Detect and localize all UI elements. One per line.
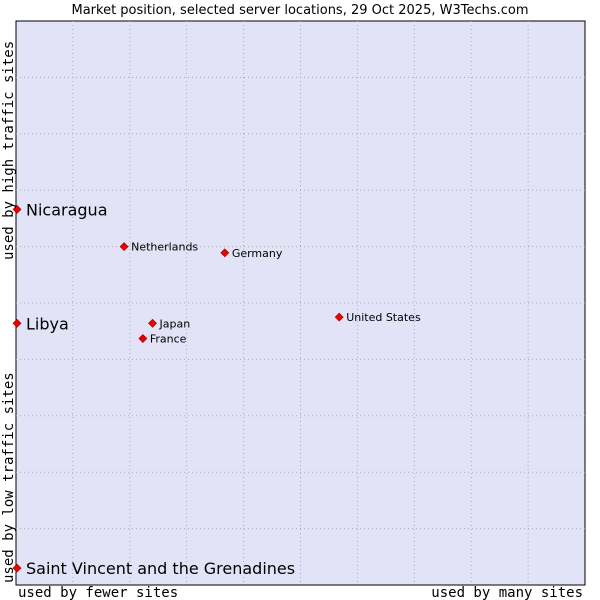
point-label-germany: Germany: [232, 247, 283, 260]
grid-lines: [16, 21, 585, 585]
point-united-states: [334, 312, 344, 322]
point-label-nicaragua: Nicaragua: [26, 200, 108, 219]
chart-title: Market position, selected server locatio…: [71, 3, 528, 18]
point-label-japan: Japan: [159, 317, 191, 330]
x-axis-label-left: used by fewer sites: [18, 585, 178, 600]
point-label-saint-vincent-and-the-grenadines: Saint Vincent and the Grenadines: [26, 559, 295, 578]
y-axis-label-low: used by low traffic sites: [1, 372, 17, 583]
point-netherlands: [119, 242, 129, 252]
point-label-france: France: [150, 333, 187, 346]
point-libya: [12, 318, 22, 328]
point-label-libya: Libya: [26, 314, 69, 333]
x-axis-label-right: used by many sites: [431, 585, 583, 600]
point-france: [138, 334, 148, 343]
point-label-united-states: United States: [346, 311, 421, 324]
point-nicaragua: [12, 204, 22, 214]
point-germany: [220, 248, 230, 258]
point-label-netherlands: Netherlands: [131, 241, 198, 254]
y-axis-label-high: used by high traffic sites: [1, 41, 17, 260]
point-saint-vincent-and-the-grenadines: [12, 563, 22, 573]
point-japan: [148, 318, 157, 328]
data-points: Nicaragua Netherlands Germany United States…: [12, 200, 421, 578]
